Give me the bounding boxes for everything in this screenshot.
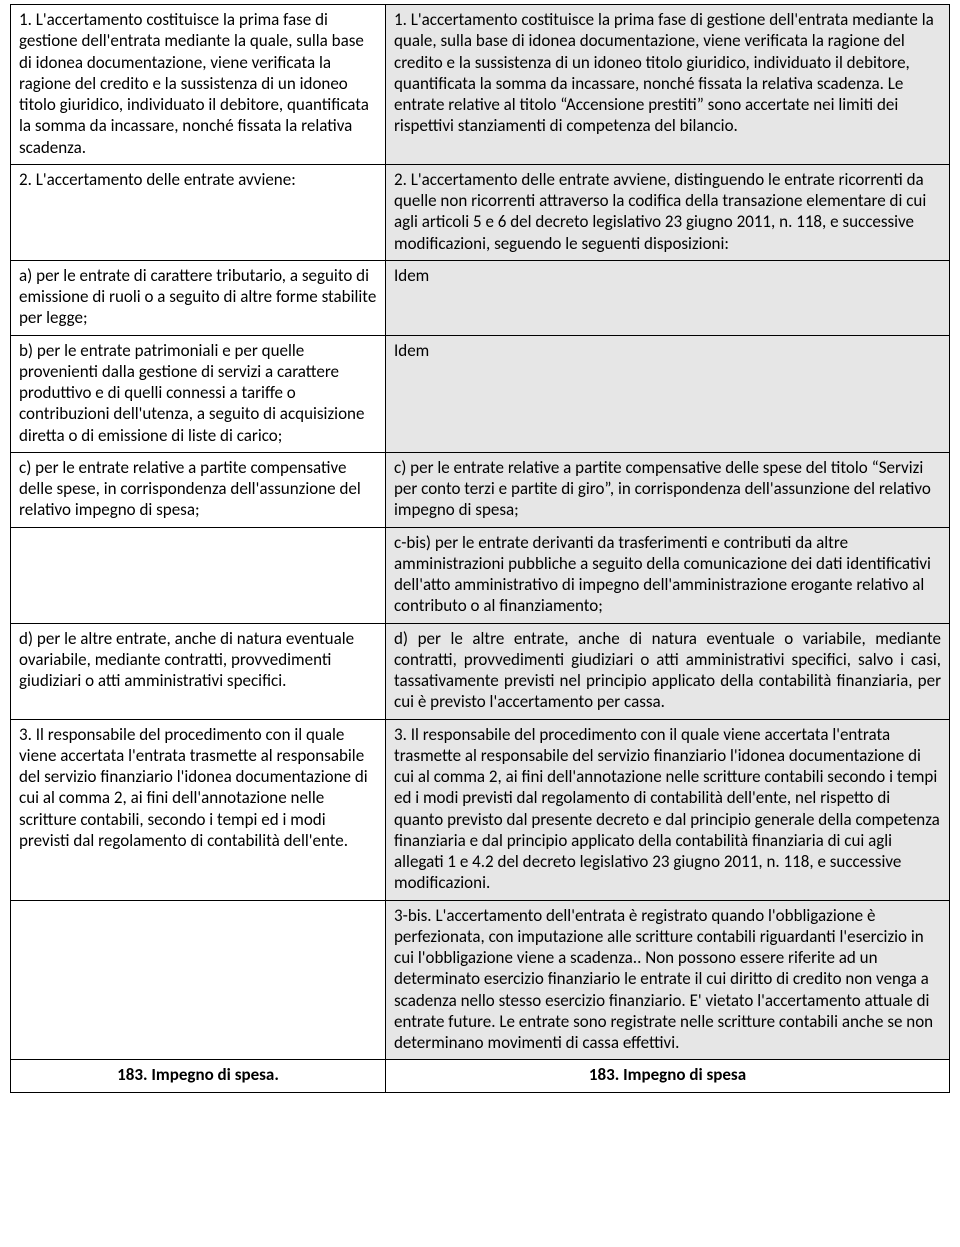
cell-left: 1. L'accertamento costituisce la prima f… [11,5,386,165]
cell-right: 2. L'accertamento delle entrate avviene,… [386,164,950,260]
cell-left: b) per le entrate patrimoniali e per que… [11,335,386,452]
cell-right: Idem [386,260,950,335]
table-row: c-bis) per le entrate derivanti da trasf… [11,527,950,623]
table-row: 1. L'accertamento costituisce la prima f… [11,5,950,165]
cell-left [11,527,386,623]
cell-right: c-bis) per le entrate derivanti da trasf… [386,527,950,623]
footer-cell-right: 183. Impegno di spesa [386,1060,950,1092]
cell-right: 3. Il responsabile del procedimento con … [386,719,950,900]
cell-right: Idem [386,335,950,452]
footer-cell-left: 183. Impegno di spesa. [11,1060,386,1092]
cell-left [11,900,386,1060]
page-container: 1. L'accertamento costituisce la prima f… [0,0,960,1103]
cell-left: 3. Il responsabile del procedimento con … [11,719,386,900]
table-row: b) per le entrate patrimoniali e per que… [11,335,950,452]
cell-left: c) per le entrate relative a partite com… [11,452,386,527]
table-body: 1. L'accertamento costituisce la prima f… [11,5,950,1093]
table-footer-row: 183. Impegno di spesa. 183. Impegno di s… [11,1060,950,1092]
cell-right: 1. L'accertamento costituisce la prima f… [386,5,950,165]
comparison-table: 1. L'accertamento costituisce la prima f… [10,4,950,1093]
cell-right: 3-bis. L'accertamento dell'entrata è reg… [386,900,950,1060]
cell-right: d) per le altre entrate, anche di natura… [386,623,950,719]
table-row: 3-bis. L'accertamento dell'entrata è reg… [11,900,950,1060]
cell-right: c) per le entrate relative a partite com… [386,452,950,527]
table-row: d) per le altre entrate, anche di natura… [11,623,950,719]
cell-left: d) per le altre entrate, anche di natura… [11,623,386,719]
cell-left: a) per le entrate di carattere tributari… [11,260,386,335]
cell-left: 2. L'accertamento delle entrate avviene: [11,164,386,260]
table-row: c) per le entrate relative a partite com… [11,452,950,527]
table-row: 3. Il responsabile del procedimento con … [11,719,950,900]
table-row: 2. L'accertamento delle entrate avviene:… [11,164,950,260]
table-row: a) per le entrate di carattere tributari… [11,260,950,335]
